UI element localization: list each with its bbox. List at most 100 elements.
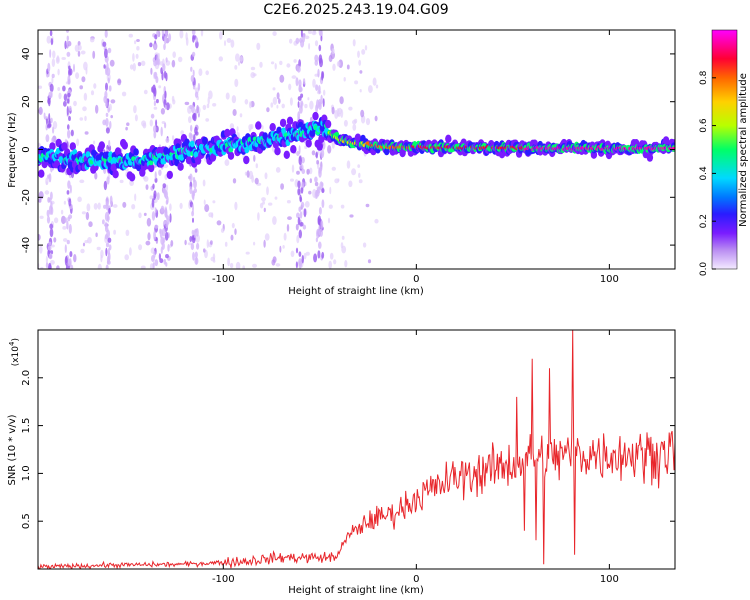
spectrogram-noise-streak	[165, 262, 168, 267]
spectrogram-noise-blob	[328, 260, 333, 269]
spectrogram-noise-blob	[259, 202, 264, 209]
spectrogram-noise-streak	[297, 101, 300, 108]
spectrogram-noise-streak	[105, 221, 107, 230]
snr-frame	[37, 329, 676, 570]
spectrogram-noise-blob	[129, 247, 132, 256]
spectrogram-noise-streak	[156, 192, 160, 201]
spectrogram-noise-blob	[329, 252, 334, 260]
spectrogram-noise-blob	[358, 179, 363, 184]
spectrogram-noise-streak	[299, 222, 304, 227]
spectrogram-noise-blob	[204, 204, 210, 213]
spectrogram-noise-blob	[205, 70, 209, 76]
spectrogram-cell	[189, 140, 195, 148]
spectrogram-noise-blob	[56, 265, 60, 269]
spectrogram-noise-streak	[153, 130, 157, 139]
spectrogram-noise-blob	[89, 37, 95, 43]
spectrogram-noise-blob	[171, 135, 175, 141]
spectrogram-noise-blob	[141, 60, 146, 66]
spectrogram-noise-blob	[343, 77, 346, 82]
spectrogram-noise-blob	[100, 249, 104, 259]
spectrogram-noise-blob	[354, 80, 359, 85]
x-tick-label: 100	[600, 574, 619, 585]
spectrogram-noise-blob	[184, 239, 187, 246]
spectrogram-cell	[316, 142, 323, 151]
spectrogram-noise-streak	[103, 64, 106, 69]
spectrogram-x-label: Height of straight line (km)	[288, 286, 424, 297]
spectrogram-noise-blob	[46, 35, 51, 44]
spectrogram-cell	[262, 132, 269, 140]
spectrogram-noise-blob	[362, 242, 367, 248]
spectrogram-noise-blob	[137, 62, 142, 67]
spectrogram-noise-blob	[254, 177, 259, 185]
spectrogram-noise-streak	[152, 183, 155, 190]
spectrogram-noise-streak	[107, 47, 112, 54]
spectrogram-noise-blob	[304, 35, 310, 40]
spectrogram-noise-blob	[357, 164, 361, 169]
spectrogram-noise-blob	[212, 103, 217, 107]
spectrogram-noise-streak	[303, 208, 307, 218]
spectrogram-cell	[128, 173, 136, 182]
spectrogram-noise-blob	[224, 159, 230, 167]
spectrogram-noise-streak	[195, 40, 199, 49]
spectrogram-noise-blob	[346, 64, 350, 70]
spectrogram-noise-streak	[49, 223, 54, 230]
spectrogram-noise-blob	[150, 67, 153, 75]
spectrogram-noise-streak	[315, 237, 318, 243]
spectrogram-cell	[274, 147, 281, 156]
spectrogram-cell	[148, 163, 155, 173]
spectrogram-noise-streak	[152, 84, 156, 95]
spectrogram-noise-blob	[202, 104, 207, 111]
spectrogram-noise-streak	[190, 66, 193, 72]
spectrogram-noise-blob	[203, 199, 206, 205]
spectrogram-noise-streak	[167, 244, 170, 252]
spectrogram-noise-blob	[51, 76, 54, 84]
spectrogram-noise-blob	[153, 106, 158, 110]
spectrogram-noise-streak	[322, 98, 325, 108]
spectrogram-noise-streak	[48, 253, 53, 260]
spectrogram-noise-blob	[86, 203, 91, 212]
spectrogram-noise-blob	[211, 212, 214, 219]
spectrogram-noise-streak	[67, 129, 71, 139]
spectrogram-noise-streak	[164, 30, 169, 36]
spectrogram-noise-streak	[194, 251, 198, 259]
spectrogram-noise-streak	[105, 112, 109, 117]
spectrogram-noise-blob	[314, 40, 319, 47]
spectrogram-noise-blob	[132, 62, 136, 72]
spectrogram-noise-blob	[334, 178, 340, 184]
spectrogram-noise-streak	[109, 195, 113, 206]
spectrogram-noise-blob	[224, 241, 228, 247]
spectrogram-noise-blob	[279, 245, 282, 253]
spectrogram-noise-blob	[303, 252, 307, 260]
y-tick-label: -40	[21, 237, 32, 253]
spectrogram-noise-streak	[163, 189, 167, 198]
spectrogram-noise-streak	[47, 245, 52, 251]
spectrogram-noise-blob	[271, 259, 276, 266]
spectrogram-noise-streak	[47, 62, 51, 73]
spectrogram-noise-streak	[47, 123, 52, 128]
spectrogram-noise-streak	[51, 73, 55, 79]
spectrogram-noise-blob	[80, 248, 85, 254]
spectrogram-noise-streak	[160, 126, 163, 137]
spectrogram-noise-blob	[121, 91, 127, 97]
y-tick-label: 1.0	[21, 465, 32, 481]
spectrogram-noise-blob	[60, 209, 64, 215]
spectrogram-noise-blob	[75, 72, 80, 79]
spectrogram-noise-streak	[190, 124, 193, 132]
spectrogram-cell	[85, 151, 91, 158]
spectrogram-noise-streak	[192, 69, 195, 78]
spectrogram-cell	[269, 123, 276, 132]
spectrogram-noise-blob	[304, 201, 310, 208]
spectrogram-noise-blob	[203, 248, 206, 253]
spectrogram-noise-blob	[268, 202, 273, 206]
spectrogram-noise-streak	[156, 54, 159, 59]
spectrogram-noise-blob	[286, 63, 291, 68]
spectrogram-noise-blob	[92, 50, 96, 59]
spectrogram-noise-blob	[77, 41, 81, 46]
spectrogram-noise-streak	[195, 37, 199, 43]
spectrogram-noise-streak	[297, 96, 302, 101]
spectrogram-noise-streak	[64, 244, 67, 254]
spectrogram-noise-blob	[334, 109, 339, 119]
x-tick-label: 100	[600, 274, 619, 285]
spectrogram-noise-blob	[93, 140, 96, 145]
spectrogram-noise-blob	[77, 196, 82, 203]
